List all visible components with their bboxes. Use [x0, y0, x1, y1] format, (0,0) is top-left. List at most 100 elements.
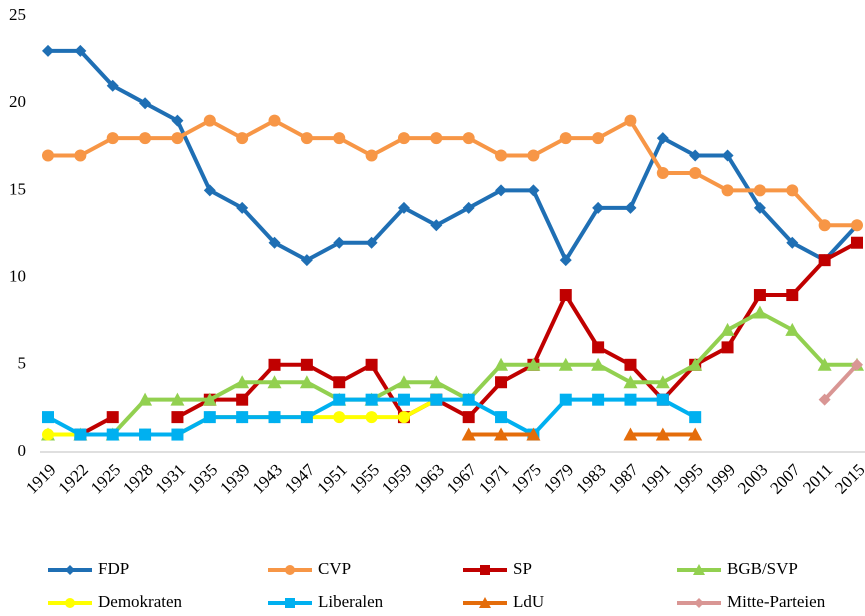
marker: [171, 428, 184, 441]
y-tick-label: 5: [18, 354, 27, 373]
marker: [171, 114, 184, 127]
marker: [462, 393, 475, 406]
marker: [236, 201, 249, 214]
marker: [365, 358, 378, 371]
marker: [42, 411, 54, 424]
marker: [721, 149, 734, 162]
marker: [753, 184, 766, 197]
marker: [494, 357, 509, 371]
marker: [333, 393, 346, 406]
marker: [526, 427, 541, 441]
marker: [721, 184, 734, 197]
legend-label: Mitte-Parteien: [727, 592, 826, 611]
marker: [558, 357, 573, 371]
marker: [480, 565, 490, 575]
marker: [818, 393, 831, 406]
marker: [268, 358, 281, 371]
marker: [624, 393, 637, 406]
marker: [74, 428, 87, 441]
marker: [526, 357, 541, 371]
legend-label: LdU: [513, 592, 544, 611]
y-tick-label: 20: [9, 92, 26, 111]
marker: [785, 322, 800, 336]
marker: [268, 114, 281, 127]
marker: [623, 427, 638, 441]
marker: [429, 375, 444, 389]
x-tick-label: 1971: [475, 460, 512, 497]
x-tick-label: 1995: [669, 460, 706, 497]
marker: [42, 149, 54, 162]
marker: [495, 149, 508, 162]
x-tick-label: 1951: [313, 460, 350, 497]
series: [42, 393, 702, 441]
series: [818, 358, 863, 406]
x-tick-label: 2015: [831, 460, 865, 497]
marker: [689, 166, 702, 179]
marker: [624, 201, 637, 214]
marker: [171, 132, 184, 145]
marker: [527, 184, 540, 197]
x-tick-label: 1919: [22, 460, 59, 497]
marker: [236, 393, 249, 406]
marker: [42, 44, 54, 57]
marker: [623, 375, 638, 389]
marker: [656, 132, 669, 145]
marker: [397, 411, 410, 424]
marker: [559, 254, 572, 267]
marker: [65, 565, 75, 575]
marker: [851, 358, 863, 371]
series-line: [823, 363, 859, 402]
marker: [397, 393, 410, 406]
marker: [462, 201, 475, 214]
marker: [285, 565, 295, 575]
marker: [430, 219, 443, 232]
marker: [299, 375, 314, 389]
marker: [786, 236, 799, 249]
marker: [694, 598, 704, 608]
marker: [851, 236, 863, 249]
marker: [479, 597, 491, 608]
marker: [236, 411, 249, 424]
marker: [202, 392, 217, 406]
marker: [655, 427, 670, 441]
marker: [138, 392, 153, 406]
series: [74, 236, 863, 441]
legend-label: SP: [513, 559, 532, 578]
marker: [655, 375, 670, 389]
series-line: [48, 118, 857, 228]
marker: [753, 201, 766, 214]
marker: [559, 132, 572, 145]
marker: [817, 357, 832, 371]
marker: [203, 114, 216, 127]
marker: [786, 289, 799, 302]
x-tick-label: 1922: [54, 460, 91, 497]
marker: [559, 289, 572, 302]
marker: [495, 184, 508, 197]
marker: [461, 427, 476, 441]
x-tick-label: 1947: [281, 460, 319, 498]
x-tick-label: 2007: [766, 460, 804, 498]
x-tick-label: 1935: [184, 460, 221, 497]
marker: [365, 393, 378, 406]
series: [42, 114, 863, 232]
x-tick-label: 2003: [734, 460, 771, 497]
marker: [106, 428, 119, 441]
marker: [203, 411, 216, 424]
legend-label: Liberalen: [318, 592, 384, 611]
marker: [170, 392, 185, 406]
marker: [851, 219, 863, 232]
marker: [688, 427, 703, 441]
marker: [139, 97, 152, 110]
x-tick-label: 1967: [443, 460, 481, 498]
series-line: [79, 240, 858, 437]
x-tick-label: 1959: [378, 460, 415, 497]
legend: FDP CVP SP BGB/SVP Demokraten Liberalen LdU Mit…: [48, 559, 826, 611]
x-tick-label: 1928: [119, 460, 156, 497]
marker: [74, 149, 87, 162]
marker: [300, 132, 313, 145]
marker: [656, 166, 669, 179]
marker: [818, 254, 831, 267]
y-tick-label: 15: [9, 179, 26, 198]
marker: [397, 132, 410, 145]
marker: [591, 357, 606, 371]
